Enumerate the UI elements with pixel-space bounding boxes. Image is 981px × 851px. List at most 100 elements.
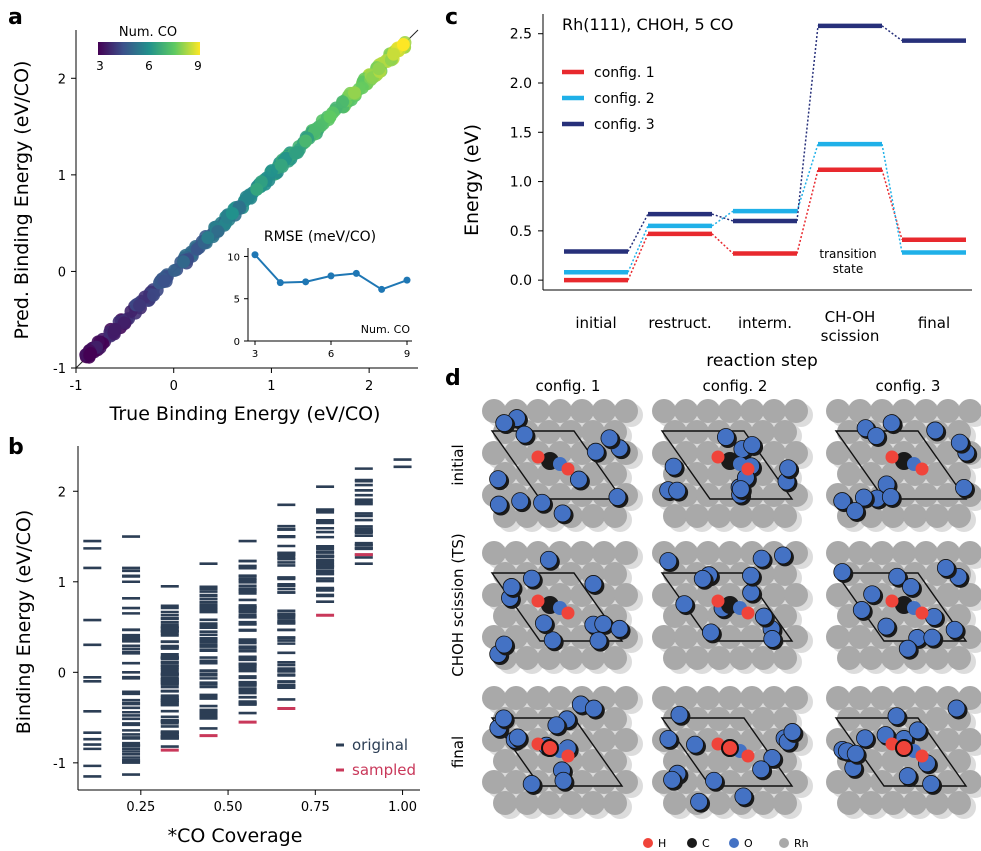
rmse-point-4 (352, 269, 360, 277)
rh-atom (947, 646, 971, 670)
rh-atom (826, 583, 850, 607)
rh-atom (914, 399, 938, 423)
c-ytick-label-3: 1.5 (510, 125, 532, 141)
rh-atom (947, 749, 971, 773)
rh-atom (903, 504, 927, 528)
rh-atom (570, 399, 594, 423)
rh-atom (515, 749, 539, 773)
o-atom (763, 749, 782, 767)
rh-atom (859, 562, 883, 586)
rh-atom (762, 483, 786, 507)
o-atom (854, 488, 873, 507)
c-connector-s2-0 (627, 213, 649, 252)
o-atom (922, 775, 940, 793)
c-connector-s0-0 (627, 233, 649, 281)
rh-atom (914, 541, 938, 565)
o-atom (936, 559, 955, 577)
o-atom (867, 427, 886, 445)
o-atom (898, 639, 917, 658)
rh-atom (515, 462, 539, 486)
row-ts: CHOH scission (TS) (449, 533, 467, 676)
o-atom (508, 728, 527, 747)
panel-a-ylabel: Pred. Binding Energy (eV/CO) (11, 61, 33, 340)
rh-atom (925, 791, 949, 815)
a-xtick-label-1: 0 (170, 379, 178, 394)
rh-atom (751, 646, 775, 670)
inset-xlabel: Num. CO (361, 323, 411, 336)
rh-atom (958, 728, 981, 752)
rmse-point-6 (403, 276, 411, 284)
rh-atom (674, 686, 698, 710)
rh-atom (729, 707, 753, 731)
o-atom (608, 488, 627, 506)
c-step-label-2: interm. (738, 314, 792, 332)
o-atom (743, 436, 762, 454)
o-atom (693, 569, 712, 588)
o-atom (902, 578, 920, 596)
snapshot-r1-c2 (826, 541, 981, 674)
rh-atom (762, 399, 786, 423)
rh-atom (903, 420, 927, 444)
rh-atom (685, 749, 709, 773)
rh-atom (784, 770, 808, 794)
o-atom (882, 414, 901, 432)
rh-atom (784, 399, 808, 423)
a-xtick-label-0: -1 (70, 379, 83, 394)
inset-title: RMSE (meV/CO) (264, 229, 376, 245)
a-ytick-label-2: 1 (58, 169, 66, 184)
rh-atom (685, 420, 709, 444)
a-ytick-label-0: -1 (53, 362, 66, 377)
o-atom (774, 546, 792, 565)
rh-atom (537, 791, 561, 815)
a-scatter-point (265, 164, 279, 178)
o-atom (502, 578, 521, 596)
rh-atom (614, 686, 638, 710)
o-atom (511, 492, 530, 511)
rh-atom (570, 770, 594, 794)
c-legend-label-0: config. 1 (594, 65, 655, 81)
rh-atom (773, 504, 797, 528)
rh-atom (537, 420, 561, 444)
o-atom (554, 771, 573, 790)
o-atom (586, 442, 605, 461)
o-atom (489, 470, 507, 489)
rh-atom (718, 541, 742, 565)
rh-atom (837, 791, 861, 815)
legend-atom-C (687, 838, 697, 848)
a-data-point-10 (323, 110, 337, 124)
a-data-point-13 (387, 47, 401, 61)
o-atom (686, 735, 704, 754)
rmse-point-2 (302, 278, 310, 286)
panel-a-letter: a (8, 5, 23, 30)
h-atom (711, 594, 725, 608)
rh-atom (914, 483, 938, 507)
c-connector-s1-0 (627, 225, 649, 273)
rh-atom (751, 504, 775, 528)
rh-atom (537, 646, 561, 670)
rh-atom (958, 583, 981, 607)
o-atom (754, 607, 773, 626)
rh-atom (784, 441, 808, 465)
rh-atom (696, 399, 720, 423)
rh-atom (826, 686, 850, 710)
a-data-point-5 (201, 231, 215, 245)
o-atom (923, 628, 942, 647)
rh-atom (526, 686, 550, 710)
o-atom (664, 457, 683, 476)
b-ytick-label-1: 0 (58, 666, 66, 681)
a-data-point-11 (347, 86, 361, 100)
rh-atom (581, 749, 605, 773)
o-atom (833, 563, 852, 581)
o-atom (898, 767, 917, 785)
o-atom (701, 623, 720, 642)
o-atom (539, 550, 558, 569)
h-atom (531, 450, 545, 464)
o-atom (663, 770, 681, 789)
rh-atom (958, 399, 981, 423)
rh-atom (663, 420, 687, 444)
a-xtick-label-2: 1 (267, 379, 275, 394)
unit-cell (660, 430, 794, 500)
a-scatter-point (147, 288, 161, 302)
b-xtick-label-1: 0.50 (214, 800, 243, 815)
